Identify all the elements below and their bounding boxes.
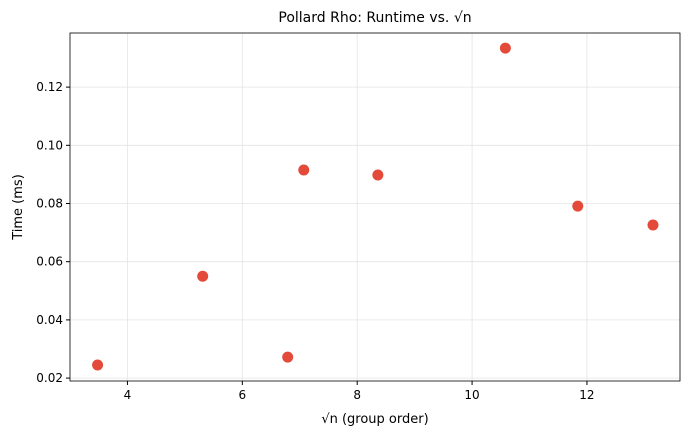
point: [499, 42, 511, 54]
x-tick-label: 6: [238, 388, 246, 402]
point: [647, 219, 659, 231]
x-tick-label: 10: [464, 388, 479, 402]
y-axis-label: Time (ms): [11, 174, 26, 241]
y-tick-label: 0.04: [36, 313, 63, 327]
point: [572, 200, 584, 212]
point: [298, 164, 310, 176]
point: [282, 351, 294, 363]
point: [197, 270, 209, 282]
y-tick-label: 0.10: [36, 138, 63, 152]
point: [92, 359, 104, 371]
x-tick-label: 8: [353, 388, 361, 402]
y-tick-label: 0.08: [36, 197, 63, 211]
y-tick-label: 0.12: [36, 80, 63, 94]
chart-title: Pollard Rho: Runtime vs. √n: [278, 10, 471, 26]
point: [372, 169, 384, 181]
x-tick-label: 12: [579, 388, 594, 402]
x-axis-label: √n (group order): [321, 412, 428, 427]
y-tick-label: 0.02: [36, 371, 63, 385]
y-tick-label: 0.06: [36, 255, 63, 269]
plot-frame: [69, 32, 681, 382]
x-tick-label: 4: [124, 388, 132, 402]
